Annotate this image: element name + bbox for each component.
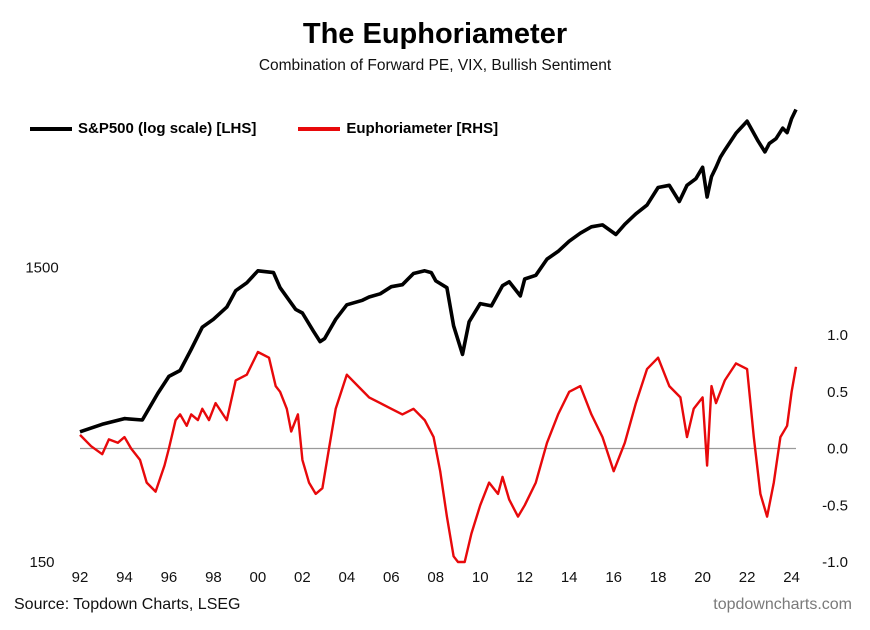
- left-tick-label: 1500: [25, 259, 58, 276]
- legend: S&P500 (log scale) [LHS] Euphoriameter […: [30, 120, 540, 137]
- x-tick-label: 20: [694, 569, 711, 586]
- legend-label-sp500: S&P500 (log scale) [LHS]: [78, 120, 257, 137]
- x-tick-label: 12: [516, 569, 533, 586]
- legend-swatch-euphoriameter: [298, 126, 341, 131]
- left-axis-ticks: 150 1500: [25, 259, 58, 571]
- right-axis-ticks: -1.0 -0.5 0.0 0.5 1.0: [822, 327, 848, 571]
- x-tick-label: 94: [116, 569, 133, 586]
- x-tick-label: 06: [383, 569, 400, 586]
- x-tick-label: 22: [739, 569, 756, 586]
- x-tick-label: 92: [72, 569, 89, 586]
- chart-subtitle: Combination of Forward PE, VIX, Bullish …: [258, 57, 612, 74]
- x-tick-label: 16: [605, 569, 622, 586]
- x-tick-label: 10: [472, 569, 489, 586]
- legend-label-euphoriameter: Euphoriameter [RHS]: [346, 120, 499, 137]
- legend-swatch-sp500: [30, 126, 72, 131]
- euphoriameter-series-line: [79, 350, 798, 564]
- right-tick-label: 0.5: [827, 384, 848, 401]
- x-tick-label: 18: [650, 569, 667, 586]
- x-tick-label: 02: [294, 569, 311, 586]
- right-tick-label: -0.5: [822, 497, 848, 514]
- right-tick-label: 1.0: [827, 327, 848, 344]
- right-tick-label: -1.0: [822, 554, 848, 571]
- x-tick-label: 14: [561, 569, 578, 586]
- brand-watermark: topdowncharts.com: [713, 596, 852, 613]
- legend-item-euphoriameter: Euphoriameter [RHS]: [298, 120, 498, 137]
- legend-item-sp500: S&P500 (log scale) [LHS]: [30, 120, 256, 137]
- x-tick-label: 08: [427, 569, 444, 586]
- sp500-series-line: [79, 108, 798, 434]
- x-axis-ticks: 92 94 96 98 00 02 04 06 08 10 12 14 16 18 20 22 24: [72, 569, 800, 586]
- x-tick-label: 96: [161, 569, 178, 586]
- x-tick-label: 98: [205, 569, 222, 586]
- chart-title: The Euphoriameter: [302, 18, 568, 50]
- x-tick-label: 04: [338, 569, 355, 586]
- source-note: Source: Topdown Charts, LSEG: [14, 596, 241, 613]
- right-tick-label: 0.0: [827, 441, 848, 458]
- x-tick-label: 00: [250, 569, 267, 586]
- left-tick-label: 150: [29, 554, 54, 571]
- x-tick-label: 24: [783, 569, 800, 586]
